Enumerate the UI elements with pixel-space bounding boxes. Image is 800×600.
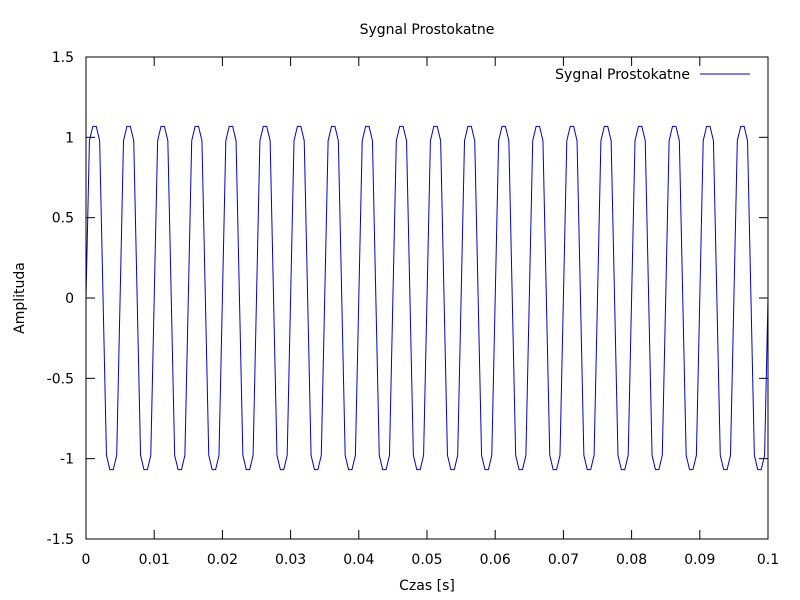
y-tick-label: 1: [65, 130, 74, 146]
y-tick-label: -1.5: [47, 532, 74, 548]
y-tick-label: -1: [60, 452, 74, 468]
series-line: [85, 125, 769, 471]
x-axis-label: Czas [s]: [399, 578, 455, 594]
series-layer: [85, 125, 769, 471]
legend: Sygnal Prostokatne: [555, 67, 750, 83]
y-tick-label: 1.5: [52, 50, 74, 66]
x-tick-label: 0.07: [548, 552, 579, 568]
chart-title: Sygnal Prostokatne: [360, 22, 495, 38]
x-tick-label: 0.01: [139, 552, 170, 568]
y-tick-label: 0.5: [52, 211, 74, 227]
x-tick-label: 0.04: [343, 552, 374, 568]
x-tick-label: 0.08: [616, 552, 647, 568]
y-axis-label: Amplituda: [12, 262, 28, 334]
plot-frame: [85, 56, 769, 540]
y-tick-label: -0.5: [47, 371, 74, 387]
x-tick-label: 0.1: [757, 552, 779, 568]
x-tick-label: 0.06: [480, 552, 511, 568]
y-tick-label: 0: [65, 291, 74, 307]
x-tick-label: 0.05: [411, 552, 442, 568]
legend-label: Sygnal Prostokatne: [555, 67, 690, 83]
x-tick-label: 0.02: [207, 552, 238, 568]
x-tick-label: 0.09: [684, 552, 715, 568]
x-tick-label: 0: [82, 552, 91, 568]
x-tick-label: 0.03: [275, 552, 306, 568]
x-axis-ticks: 0 0.01 0.02 0.03 0.04 0.05 0.06 0.07 0.08 0.09 0.1: [82, 57, 779, 568]
